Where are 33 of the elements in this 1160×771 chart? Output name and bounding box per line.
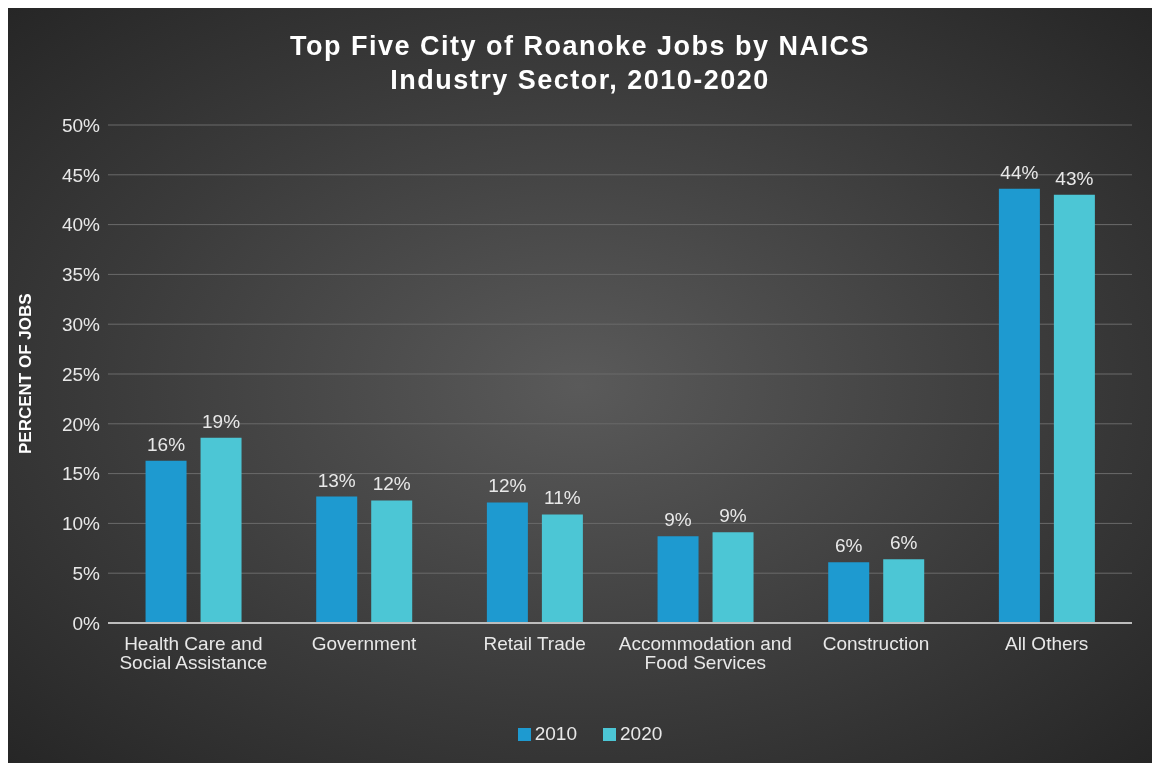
- y-tick-label: 50%: [61, 114, 101, 136]
- data-label: 19%: [202, 410, 241, 432]
- y-tick-label: 10%: [61, 513, 101, 535]
- data-label: 43%: [1055, 167, 1094, 189]
- chart-title: Top Five City of Roanoke Jobs by NAICS Industry Sector, 2010-2020: [288, 30, 872, 97]
- y-tick-label: 30%: [61, 313, 101, 335]
- data-label: 6%: [889, 532, 918, 554]
- data-label: 9%: [719, 505, 747, 527]
- y-tick-label: 45%: [61, 164, 101, 186]
- data-label: 44%: [1000, 161, 1039, 183]
- y-tick-label: 40%: [61, 214, 101, 236]
- y-tick-label: 15%: [61, 463, 101, 485]
- data-label: 12%: [488, 475, 527, 497]
- data-label: 12%: [372, 473, 411, 495]
- data-label: 6%: [834, 535, 863, 557]
- data-label: 16%: [147, 433, 186, 455]
- data-label: 13%: [317, 469, 356, 491]
- x-tick-label: Retail Trade: [483, 633, 586, 655]
- x-tick-label: All Others: [1004, 633, 1089, 655]
- y-tick-label: 0%: [72, 612, 101, 634]
- data-label: 9%: [664, 509, 692, 531]
- x-tick-label: Construction: [822, 633, 930, 655]
- y-tick-label: 5%: [72, 562, 101, 584]
- x-tick-label: Health Care and Social Assistance: [119, 633, 268, 674]
- legend-label: 2010: [534, 723, 577, 745]
- y-axis-title: PERCENT OF JOBS: [16, 293, 36, 454]
- x-tick-label: Accommodation and Food Services: [618, 633, 792, 674]
- x-tick-label: Government: [311, 633, 417, 655]
- y-tick-label: 35%: [61, 264, 101, 286]
- y-tick-label: 20%: [61, 413, 101, 435]
- data-label: 11%: [544, 487, 581, 509]
- legend-label: 2020: [620, 723, 663, 745]
- y-tick-label: 25%: [61, 363, 101, 385]
